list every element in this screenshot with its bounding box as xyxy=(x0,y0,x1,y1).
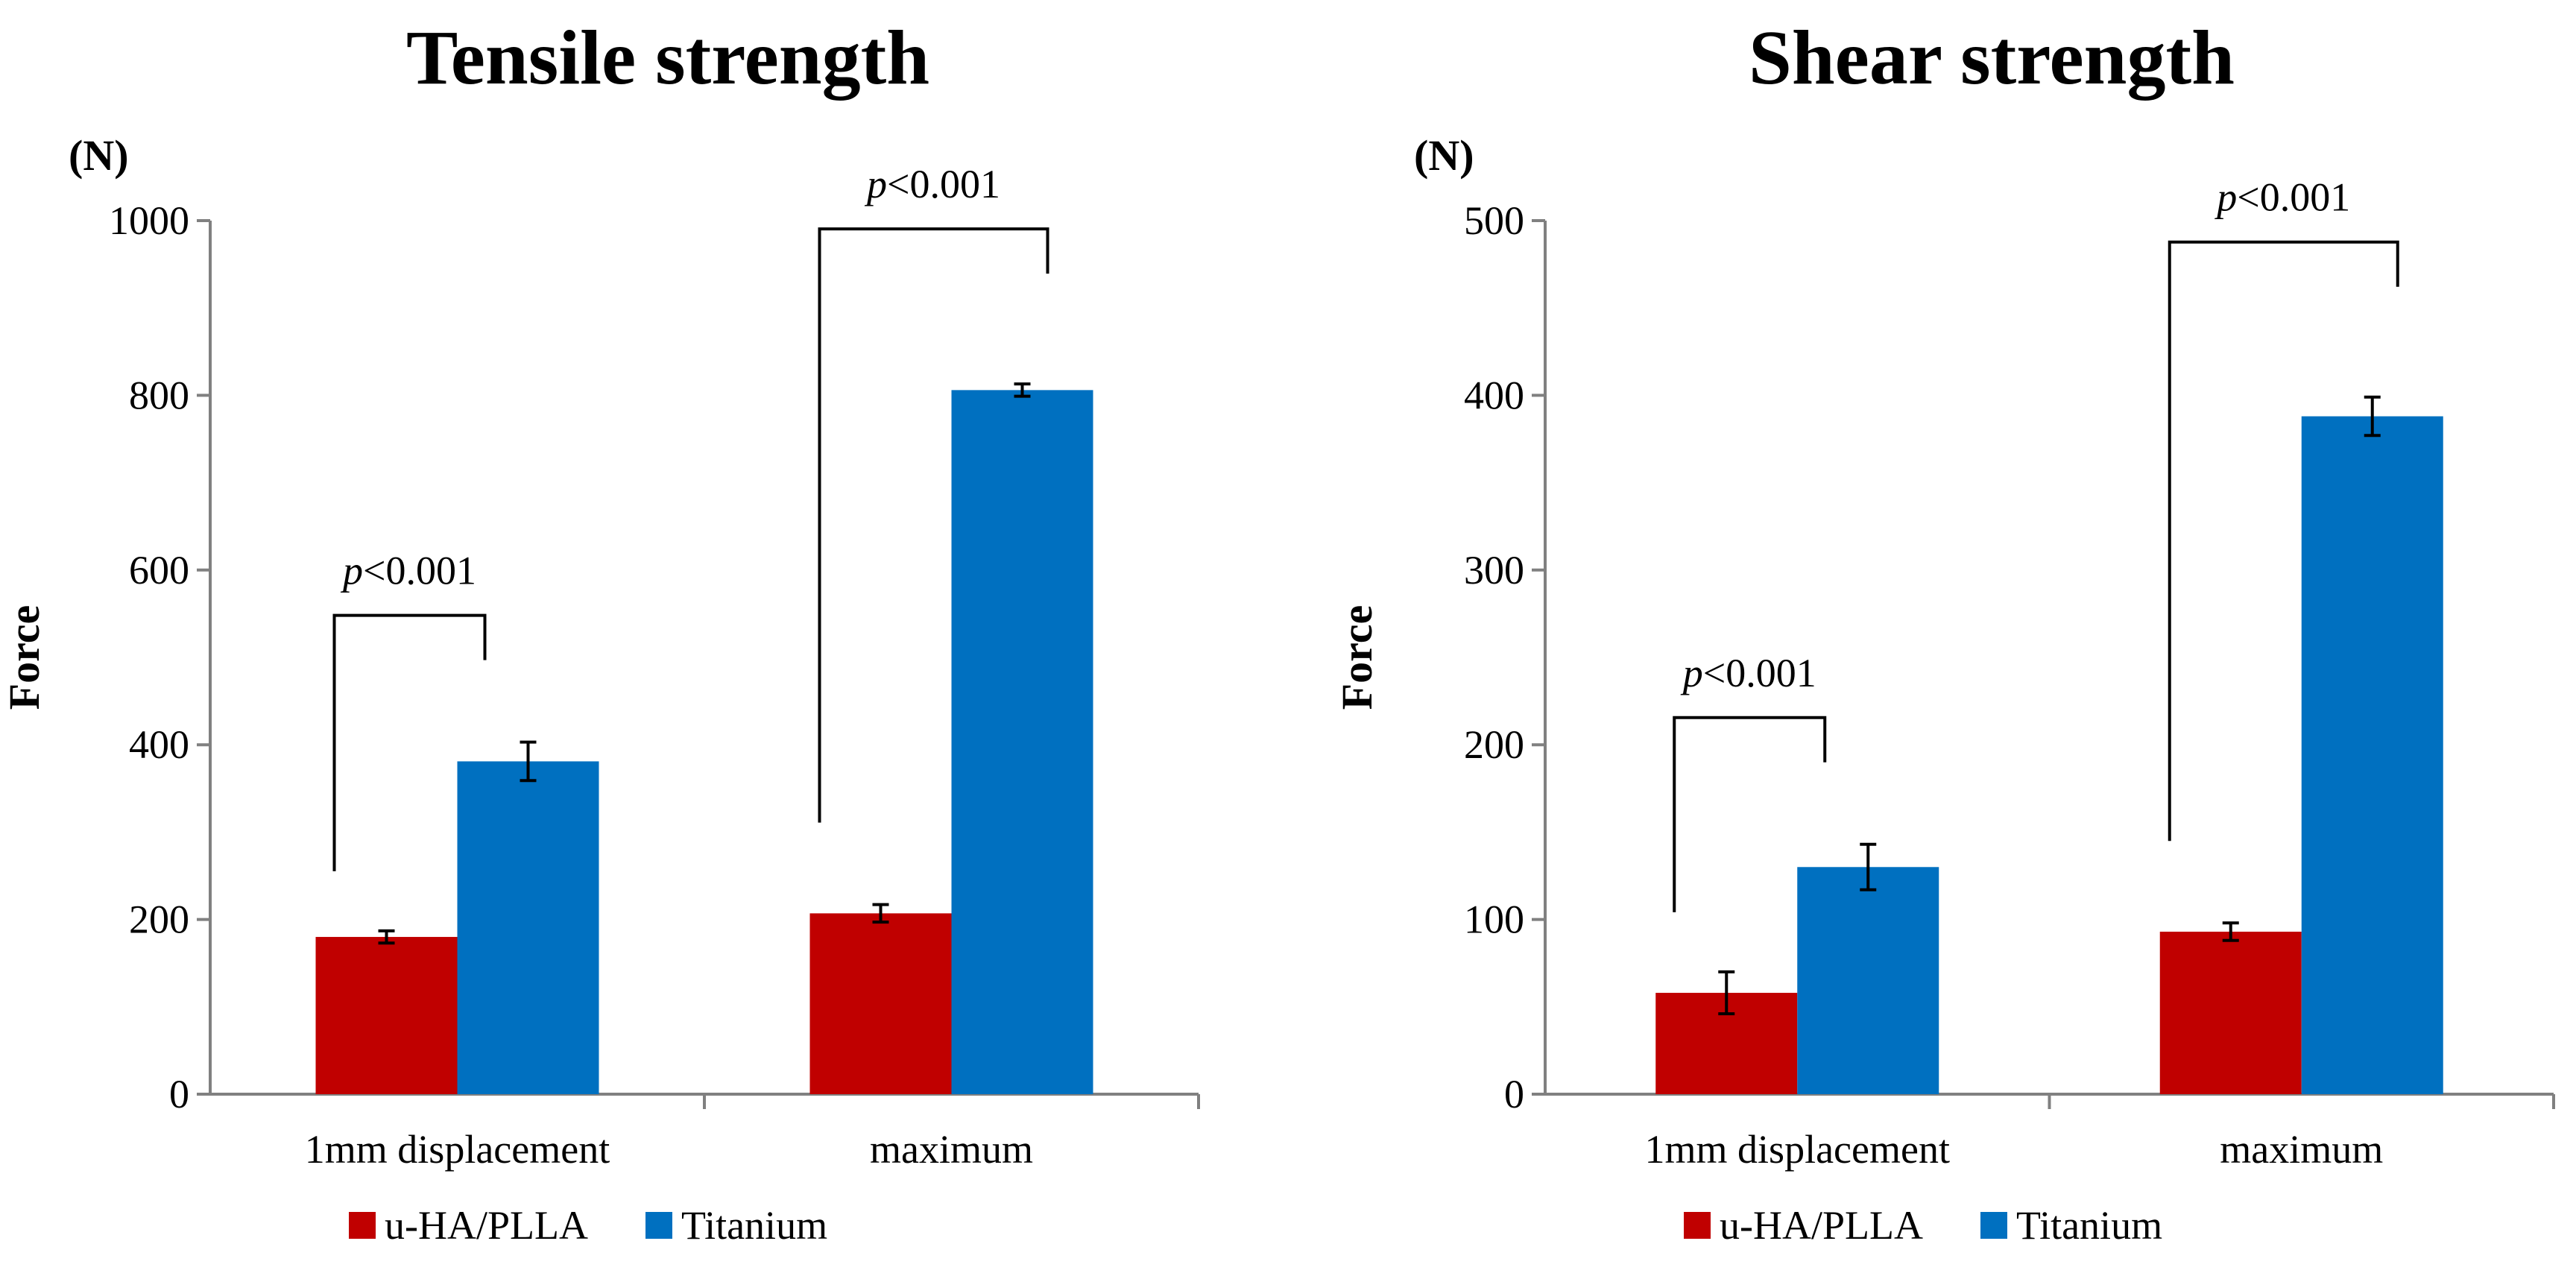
p-value-text: <0.001 xyxy=(363,549,476,593)
p-value-text: <0.001 xyxy=(1703,651,1816,695)
legend-swatch xyxy=(1980,1212,2007,1239)
p-value-label: p<0.001 xyxy=(1680,651,1816,695)
y-tick-label: 1000 xyxy=(109,198,189,243)
significance-bracket xyxy=(2168,240,2399,841)
y-tick-label: 200 xyxy=(1464,722,1524,767)
y-tick-label: 200 xyxy=(129,897,189,942)
p-value-label: p<0.001 xyxy=(2214,175,2350,220)
y-tick-label: 400 xyxy=(129,722,189,767)
y-tick-label: 800 xyxy=(129,373,189,417)
p-value-text: <0.001 xyxy=(2237,175,2350,220)
x-category-label: 1mm displacement xyxy=(305,1127,610,1172)
bar xyxy=(2159,932,2302,1094)
x-category-label: maximum xyxy=(2220,1127,2383,1172)
bar xyxy=(1797,867,1939,1094)
significance-bracket xyxy=(818,227,1049,823)
bar xyxy=(951,390,1093,1094)
p-value-label: p<0.001 xyxy=(864,162,1000,206)
y-axis-label: Force xyxy=(1333,605,1381,710)
legend-label: u-HA/PLLA xyxy=(385,1203,588,1248)
p-symbol: p xyxy=(864,162,887,206)
p-symbol: p xyxy=(2214,175,2237,220)
y-tick-label: 500 xyxy=(1464,198,1524,243)
p-symbol: p xyxy=(340,549,363,593)
legend-swatch xyxy=(349,1212,376,1239)
y-tick-label: 600 xyxy=(129,548,189,593)
legend-label: Titanium xyxy=(681,1203,827,1248)
unit-label: (N) xyxy=(1414,131,1474,180)
unit-label: (N) xyxy=(69,131,129,180)
y-axis-label: Force xyxy=(0,605,48,710)
y-tick-label: 100 xyxy=(1464,897,1524,942)
legend-label: u-HA/PLLA xyxy=(1720,1203,1923,1248)
significance-bracket xyxy=(332,613,487,871)
chart-title: Shear strength xyxy=(1749,15,2235,101)
p-symbol: p xyxy=(1680,651,1703,695)
y-tick-label: 0 xyxy=(1504,1072,1524,1117)
legend-label: Titanium xyxy=(2016,1203,2162,1248)
bar xyxy=(315,937,458,1094)
bar xyxy=(2301,416,2443,1094)
significance-bracket xyxy=(1673,716,1827,912)
legend-swatch xyxy=(1684,1212,1711,1239)
p-value-label: p<0.001 xyxy=(340,549,476,593)
p-value-text: <0.001 xyxy=(887,162,1000,206)
y-tick-label: 300 xyxy=(1464,548,1524,593)
y-tick-label: 400 xyxy=(1464,373,1524,417)
bar xyxy=(809,913,952,1094)
x-category-label: 1mm displacement xyxy=(1645,1127,1950,1172)
legend-swatch xyxy=(645,1212,672,1239)
x-category-label: maximum xyxy=(870,1127,1033,1172)
y-tick-label: 0 xyxy=(169,1072,189,1117)
bar xyxy=(457,761,599,1094)
chart-title: Tensile strength xyxy=(406,15,929,101)
